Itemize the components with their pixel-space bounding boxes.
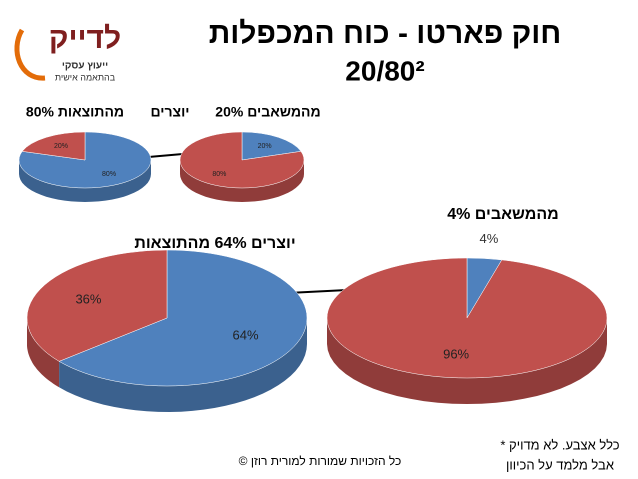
pie-slice-side [59,318,307,412]
logo-swoosh [14,28,46,81]
logo-line: ייעוץ עסקי [62,61,108,72]
pie-slice [326,257,608,379]
pie-slice-side [27,318,60,388]
pie-slice [26,249,168,362]
chart-title: 20% מהמשאבים [215,104,320,120]
footnote: אבל מלמד על הכיוון [506,457,614,472]
data-label: 64% [233,327,259,342]
pie-slice-side [180,160,304,202]
pie-slice [58,249,308,387]
footnote: * כלל אצבע. לא מדויק [500,437,619,452]
data-label: 20% [54,143,68,150]
connector-label: יוצרים [150,104,189,120]
logo-name: לדייק [49,22,121,55]
chart-title: 4% מהמשאבים [447,206,559,223]
data-label: 96% [443,346,469,361]
logo-line: בהתאמה אישית [55,72,116,82]
logo: לדייק ייעוץ עסקי בהתאמה אישית [14,22,121,82]
title: חוק פארטו - כוח המכפלות [209,17,562,50]
chart-title: 80% מהתוצאות [26,104,124,120]
pie-slice [241,131,302,161]
chart-title: יוצרים 64% מהתוצאות [134,235,295,252]
copyright: © כל הזכויות שמורות למורית רוזן [239,454,402,468]
data-label: 80% [102,171,116,178]
data-label: 80% [212,171,226,178]
subtitle: 20/80² [345,55,424,86]
data-label: 36% [75,291,101,306]
pie-slice-side [19,160,151,202]
data-label: 20% [258,143,272,150]
pie-slice [18,131,152,189]
pie-slice [179,131,305,189]
pie-slice-side [327,318,607,404]
pie-slice [21,131,86,161]
data-label: 4% [480,231,499,246]
